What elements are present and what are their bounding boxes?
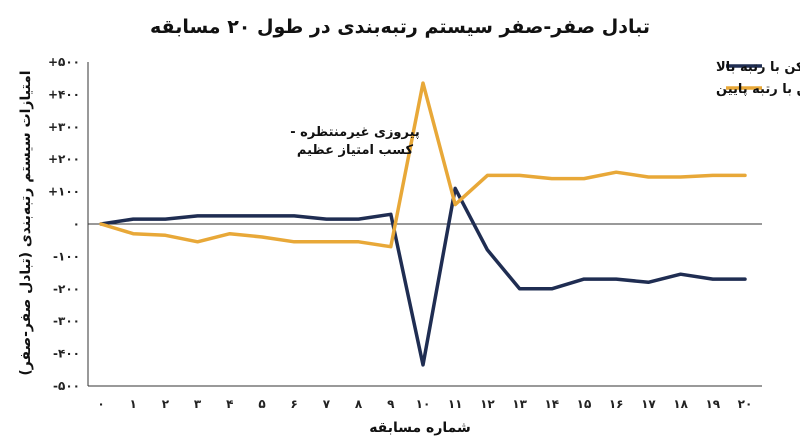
y-tick-label: +۱۰۰ bbox=[48, 185, 80, 199]
x-tick-label: ۱۷ bbox=[641, 397, 656, 411]
x-tick-label: ۱۳ bbox=[512, 397, 527, 411]
x-tick-label: ۱۱ bbox=[448, 397, 463, 411]
y-tick-label: +۵۰۰ bbox=[48, 55, 80, 69]
annotation-line-2: کسب امتیاز عظیم bbox=[297, 143, 414, 158]
x-tick-label: ۲ bbox=[162, 397, 170, 411]
series-line-high-rank bbox=[99, 186, 747, 367]
x-tick-label: ۱۲ bbox=[480, 397, 495, 411]
x-tick-label: ۱۰ bbox=[416, 397, 431, 411]
y-tick-label: +۴۰۰ bbox=[48, 87, 80, 101]
x-tick-label: ۱۶ bbox=[609, 397, 624, 411]
legend-label-high: بازیکن با رتبه بالا bbox=[716, 60, 800, 75]
y-tick-label: -۵۰۰ bbox=[53, 379, 80, 393]
y-axis-label-group: امتیازات سیستم رتبه‌بندی (تبادل صفر-صفر) bbox=[18, 70, 34, 375]
annotation: پیروزی غیرمنتظره - کسب امتیاز عظیم bbox=[290, 125, 420, 158]
annotation-line-1: پیروزی غیرمنتظره - bbox=[290, 125, 420, 140]
x-tick-label: ۱۵ bbox=[577, 397, 592, 411]
y-tick-label: -۲۰۰ bbox=[53, 282, 80, 296]
x-tick-label: ۹ bbox=[387, 397, 395, 411]
x-tick-label: ۲۰ bbox=[738, 397, 753, 411]
x-tick-label: ۱۹ bbox=[705, 397, 720, 411]
x-tick-label: ۱ bbox=[130, 397, 137, 411]
y-tick-label: +۳۰۰ bbox=[48, 120, 80, 134]
series-lines bbox=[99, 81, 747, 367]
legend-label-low: بازیکن با رتبه پایین bbox=[716, 82, 800, 97]
y-axis-label: امتیازات سیستم رتبه‌بندی (تبادل صفر-صفر) bbox=[18, 70, 34, 375]
x-tick-label: ۱۸ bbox=[673, 397, 688, 411]
y-tick-label: ۰ bbox=[73, 217, 80, 231]
y-tick-label: +۲۰۰ bbox=[48, 152, 80, 166]
y-tick-label: -۳۰۰ bbox=[53, 314, 80, 328]
legend: بازیکن با رتبه بالا بازیکن با رتبه پایین bbox=[716, 60, 800, 97]
x-tick-label: ۶ bbox=[291, 397, 298, 411]
y-tick-labels: +۵۰۰ +۴۰۰ +۳۰۰ +۲۰۰ +۱۰۰ ۰ -۱۰۰ -۲۰۰ -۳۰۰ -۴۰۰ -۵۰… bbox=[48, 55, 80, 393]
x-tick-label: ۷ bbox=[323, 397, 331, 411]
x-tick-label: ۰ bbox=[97, 397, 104, 411]
y-tick-label: -۱۰۰ bbox=[53, 249, 80, 263]
x-tick-label: ۳ bbox=[194, 397, 202, 411]
series-line-low-rank bbox=[99, 81, 747, 249]
x-tick-label: ۱۴ bbox=[544, 397, 559, 411]
x-tick-labels: ۰ ۱ ۲ ۳ ۴ ۵ ۶ ۷ ۸ ۹ ۱۰ ۱۱ ۱۲ ۱۳ ۱۴ ۱۵ ۱۶ ۱۷ ۱۸ ۱۹ ۲۰ bbox=[97, 397, 752, 411]
chart-title: تبادل صفر-صفر سیستم رتبه‌بندی در طول ۲۰ … bbox=[150, 16, 650, 38]
x-tick-label: ۸ bbox=[355, 397, 363, 411]
y-tick-label: -۴۰۰ bbox=[53, 347, 80, 361]
x-axis-label: شماره مسابقه bbox=[369, 420, 471, 436]
x-tick-label: ۵ bbox=[258, 397, 265, 411]
x-tick-label: ۴ bbox=[226, 397, 233, 411]
